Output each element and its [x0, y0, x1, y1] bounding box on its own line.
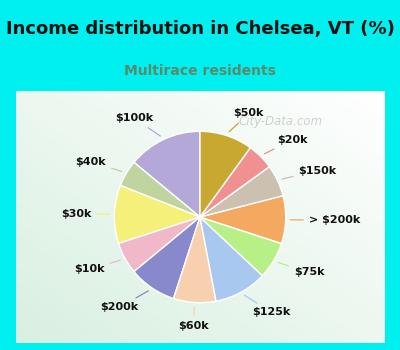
Wedge shape: [200, 217, 282, 276]
Text: $125k: $125k: [244, 295, 291, 317]
Text: $60k: $60k: [178, 307, 208, 331]
Text: $50k: $50k: [229, 108, 264, 132]
Text: > $200k: > $200k: [290, 215, 360, 225]
Wedge shape: [118, 217, 200, 272]
Wedge shape: [114, 186, 200, 244]
Text: $10k: $10k: [74, 260, 120, 274]
Text: $75k: $75k: [278, 262, 324, 278]
Text: $40k: $40k: [76, 156, 122, 172]
Text: $30k: $30k: [61, 209, 110, 219]
Text: $100k: $100k: [116, 113, 160, 136]
Wedge shape: [134, 217, 200, 299]
Text: $200k: $200k: [101, 291, 148, 312]
Text: City-Data.com: City-Data.com: [239, 115, 323, 128]
Wedge shape: [200, 217, 262, 301]
Wedge shape: [200, 167, 283, 217]
Wedge shape: [134, 131, 200, 217]
Wedge shape: [120, 162, 200, 217]
Text: $20k: $20k: [264, 135, 308, 154]
Text: $150k: $150k: [282, 166, 337, 179]
Wedge shape: [200, 131, 250, 217]
Text: Multirace residents: Multirace residents: [124, 64, 276, 78]
Text: Income distribution in Chelsea, VT (%): Income distribution in Chelsea, VT (%): [6, 20, 394, 38]
Wedge shape: [174, 217, 216, 303]
Wedge shape: [200, 148, 269, 217]
Wedge shape: [200, 196, 286, 244]
